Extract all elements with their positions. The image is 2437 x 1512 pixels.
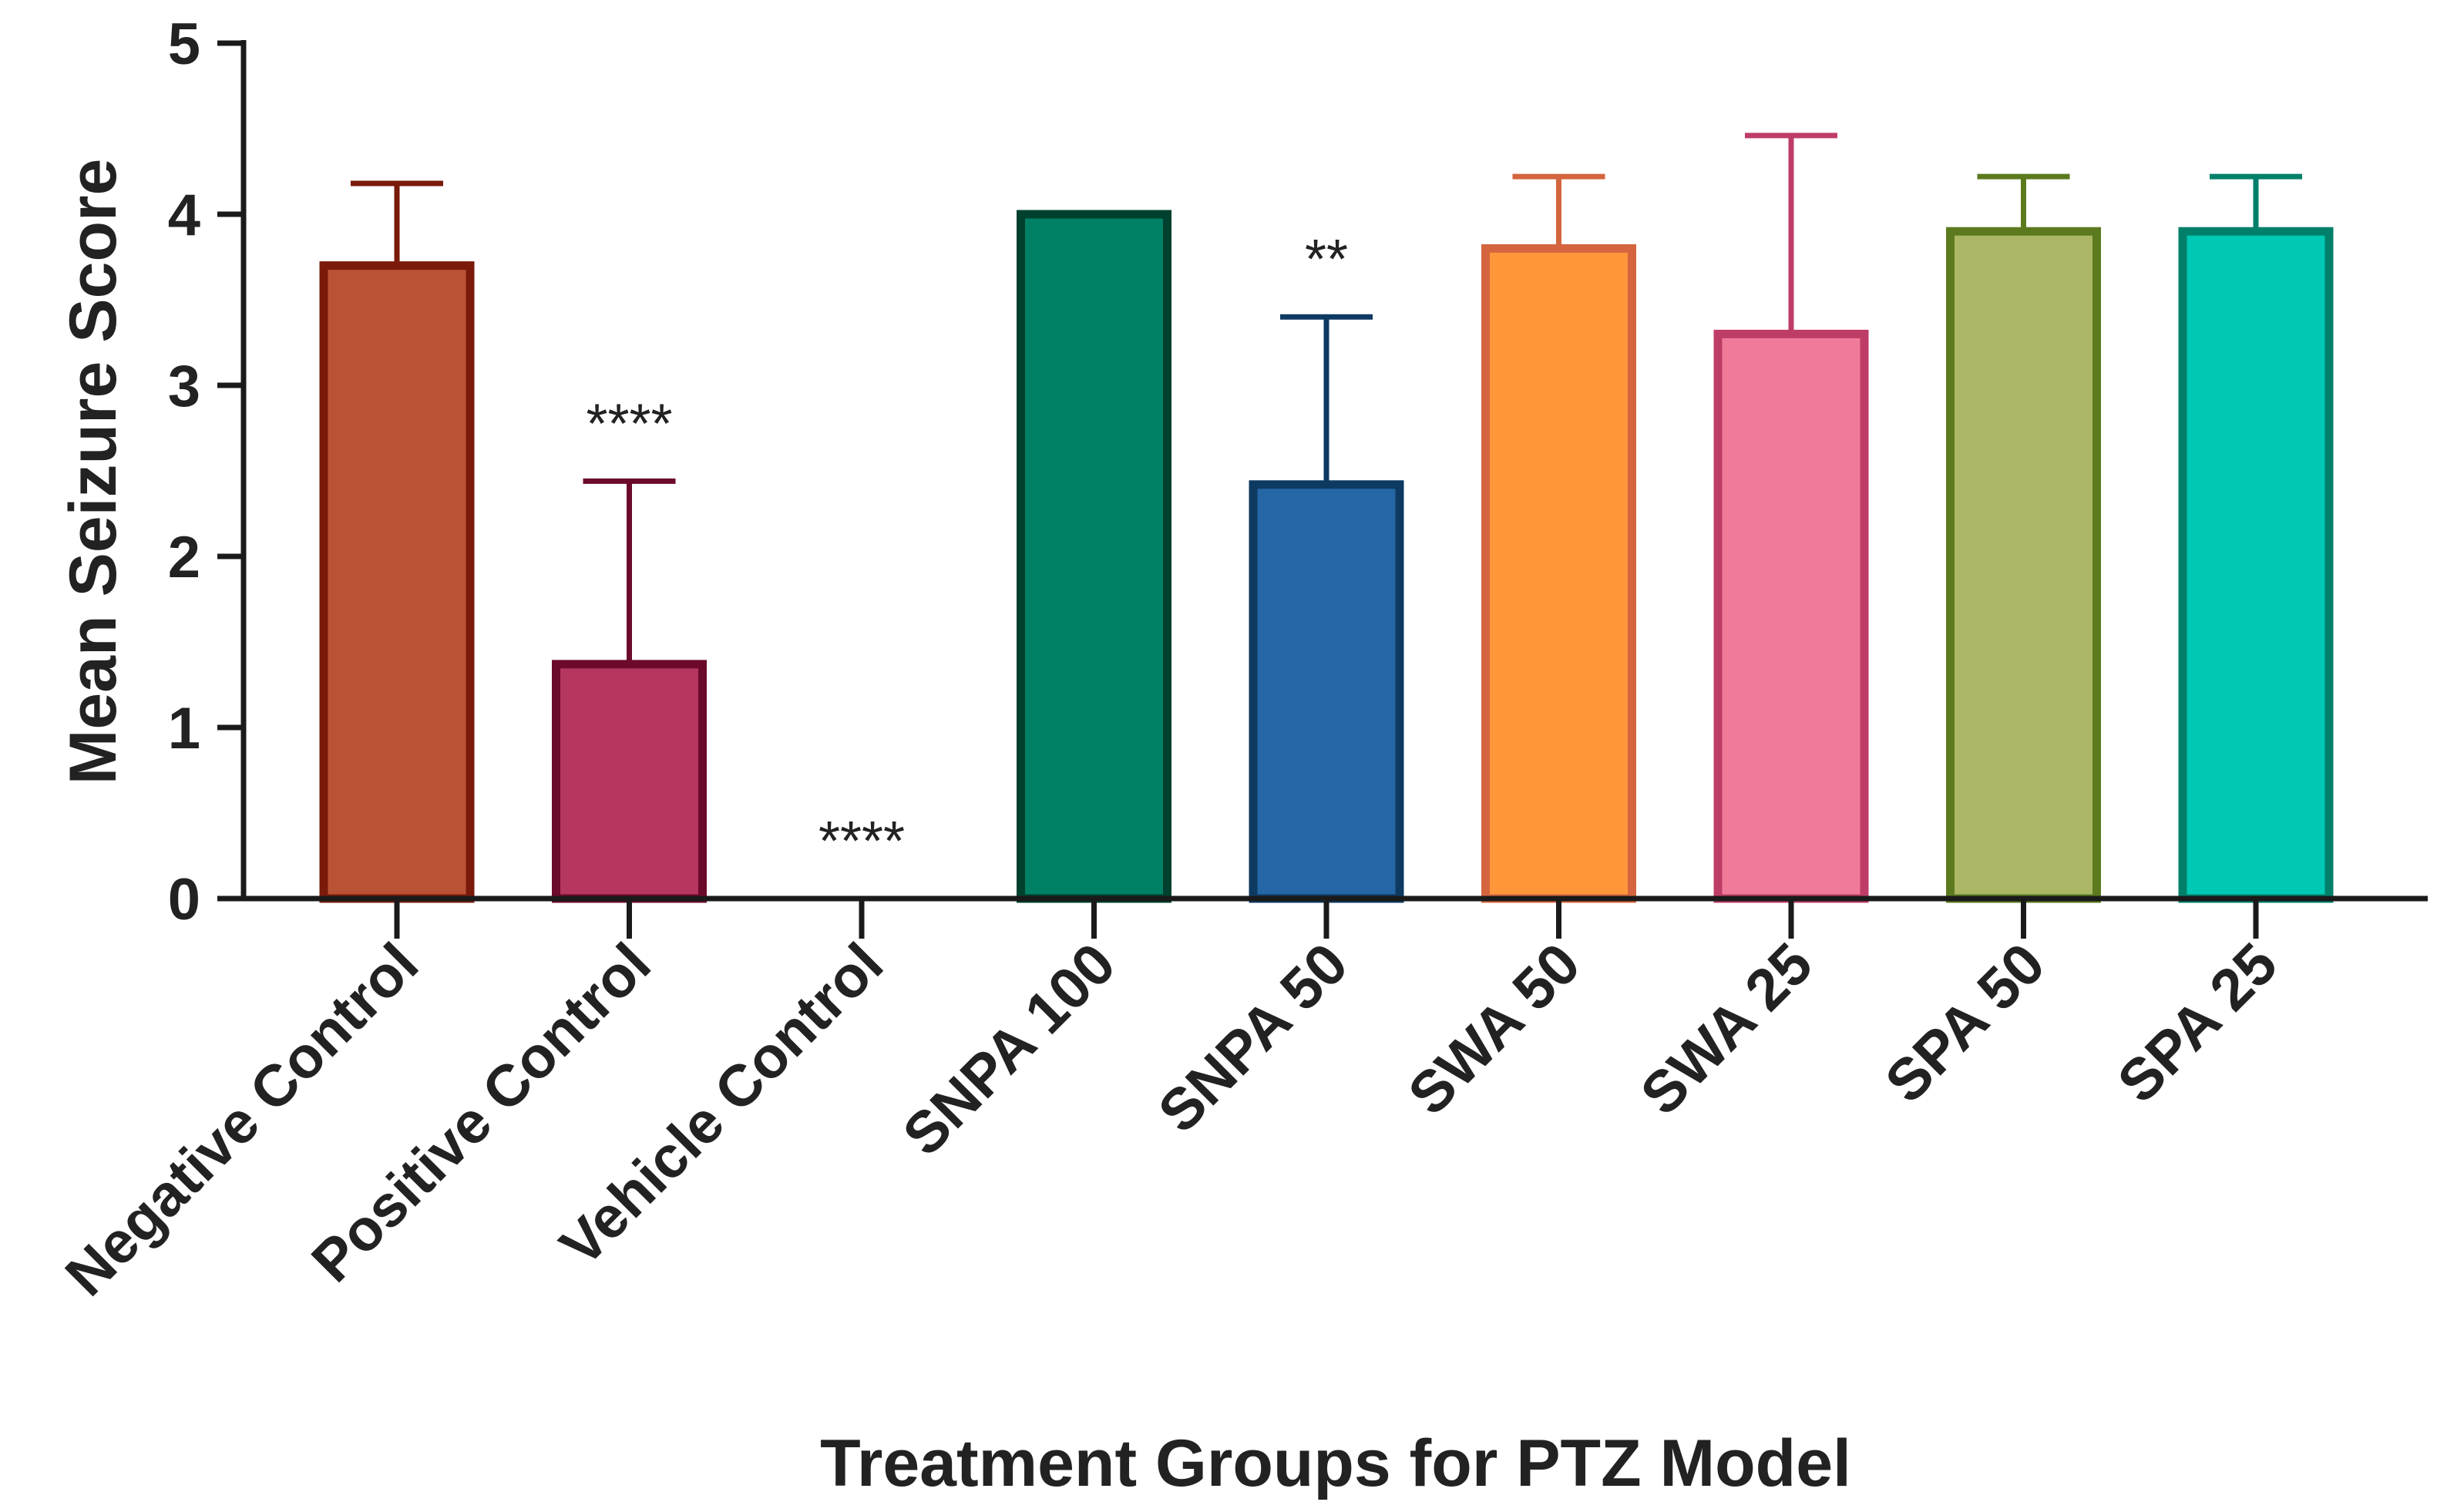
y-tick-label-2: 2 (168, 525, 200, 590)
x-tick-label-snpa-50: SNPA 50 (1146, 931, 1360, 1145)
bar-snpa-50 (1249, 480, 1404, 903)
bar-positive-control (552, 660, 707, 903)
x-tick-label-spa-25: SPA 25 (2106, 931, 2290, 1115)
bar-swa-25 (1713, 329, 1869, 903)
significance-label-vehicle-control: **** (818, 811, 905, 872)
x-axis-title: Treatment Groups for PTZ Model (820, 1426, 1851, 1500)
y-tick-label-3: 3 (168, 354, 200, 419)
y-axis-title: Mean Seizure Score (56, 159, 130, 785)
significance-label-snpa-50: ** (1305, 229, 1348, 291)
axes-layer (217, 40, 2428, 939)
bar-spa-50 (1946, 227, 2101, 903)
bar-negative-control (319, 261, 475, 903)
x-tick-label-snpa-100: SNPA 100 (890, 931, 1128, 1168)
significance-label-positive-control: **** (586, 393, 672, 455)
y-tick-label-5: 5 (168, 12, 200, 77)
x-tick-label-swa-50: SWA 50 (1396, 931, 1592, 1127)
bar-spa-25 (2178, 227, 2334, 903)
y-tick-label-0: 0 (168, 867, 200, 932)
y-tick-label-4: 4 (168, 183, 200, 248)
bar-swa-50 (1481, 244, 1636, 903)
bar-snpa-100 (1017, 210, 1171, 903)
x-tick-label-swa-25: SWA 25 (1629, 931, 1825, 1127)
x-tick-label-spa-50: SPA 50 (1873, 931, 2057, 1115)
y-tick-label-1: 1 (168, 696, 200, 761)
